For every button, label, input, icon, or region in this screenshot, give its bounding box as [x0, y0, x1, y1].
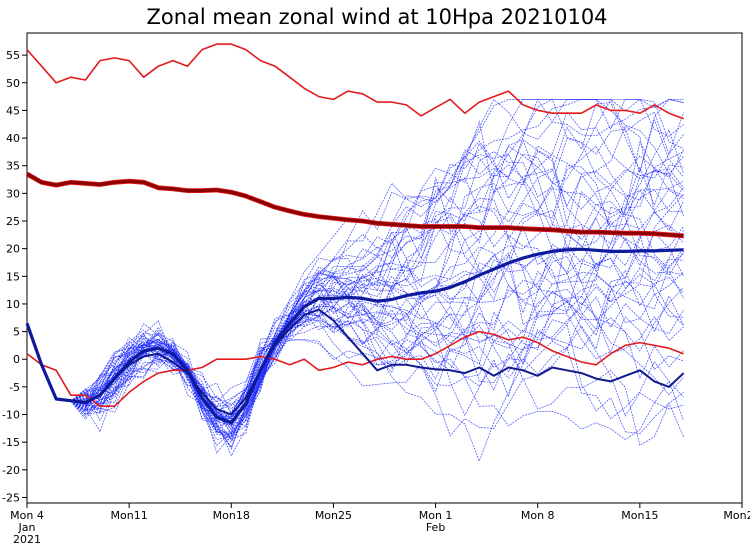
x-tick-label: Mon11 — [111, 509, 148, 522]
y-tick-label: 20 — [6, 243, 20, 256]
ensemble-member-line — [26, 164, 684, 457]
ensemble-member-line — [26, 99, 684, 427]
y-tick-label: -25 — [2, 491, 20, 504]
x-tick-label: Mon22 — [723, 509, 750, 522]
x-tick-label: Mon 8 — [521, 509, 555, 522]
ensemble-member-line — [26, 141, 684, 418]
y-tick-label: 55 — [6, 49, 20, 62]
ensemble-member-line — [26, 120, 684, 411]
y-tick-label: -5 — [9, 381, 20, 394]
ensemble-members — [26, 98, 684, 462]
ensemble-member-line — [26, 168, 684, 442]
y-tick-label: 15 — [6, 270, 20, 283]
ensemble-member-line — [26, 98, 684, 440]
series-line-clim_min — [26, 330, 684, 408]
ensemble-member-line — [26, 261, 684, 413]
y-tick-label: 25 — [6, 215, 20, 228]
ensemble-member-line — [26, 258, 684, 454]
ensemble-member-line — [26, 129, 684, 412]
ensemble-member-line — [26, 286, 684, 446]
ensemble-member-line — [26, 98, 684, 433]
series-line-ens_mean — [25, 247, 684, 425]
x-tick-label: Mon25 — [315, 509, 352, 522]
ensemble-member-line — [26, 191, 684, 443]
ensemble-member-line — [26, 259, 684, 426]
x-tick-label: Mon 4 — [10, 509, 44, 522]
ensemble-member-line — [26, 98, 684, 435]
x-tick-sublabel: Jan — [18, 521, 36, 534]
ensemble-member-line — [26, 323, 684, 440]
series-line-control — [26, 308, 685, 416]
x-tick-sublabel: 2021 — [13, 533, 41, 546]
ensemble-member-line — [26, 139, 684, 440]
ensemble-member-line — [26, 154, 684, 420]
ensemble-member-line — [26, 231, 684, 425]
y-tick-label: 30 — [6, 187, 20, 200]
ensemble-member-line — [26, 98, 684, 428]
x-tick-label: Mon 1 — [419, 509, 453, 522]
ensemble-member-line — [26, 193, 684, 414]
y-tick-label: -15 — [2, 436, 20, 449]
ensemble-member-line — [26, 279, 684, 430]
ensemble-member-line — [26, 225, 684, 440]
y-tick-label: 50 — [6, 77, 20, 90]
chart-title: Zonal mean zonal wind at 10Hpa 20210104 — [146, 5, 607, 29]
y-tick-label: 10 — [6, 298, 20, 311]
y-tick-label: 0 — [13, 353, 20, 366]
y-tick-label: 45 — [6, 104, 20, 117]
series-line-clim_max — [26, 43, 684, 120]
x-tick-label: Mon18 — [213, 509, 250, 522]
x-tick-sublabel: Feb — [426, 521, 445, 534]
y-tick-label: -20 — [2, 464, 20, 477]
y-axis: -25 -20 -15 -10 -5 0 5 10 15 20 25 30 35 40 45 50 55 — [2, 49, 27, 504]
y-tick-label: -10 — [2, 409, 20, 422]
ensemble-member-line — [26, 254, 684, 417]
series-layer — [25, 43, 685, 462]
ensemble-member-line — [26, 209, 684, 416]
ensemble-member-line — [26, 99, 684, 435]
ensemble-member-line — [26, 99, 684, 448]
ensemble-member-line — [26, 301, 684, 433]
ensemble-member-line — [26, 257, 684, 420]
ensemble-member-line — [26, 253, 684, 426]
y-tick-label: 40 — [6, 132, 20, 145]
ensemble-member-line — [26, 102, 684, 418]
ensemble-member-line — [26, 323, 684, 446]
y-tick-label: 35 — [6, 160, 20, 173]
x-tick-label: Mon15 — [621, 509, 658, 522]
ensemble-member-line — [26, 269, 684, 422]
ensemble-member-line — [26, 224, 684, 426]
ensemble-member-line — [26, 125, 684, 415]
ensemble-member-line — [26, 306, 684, 462]
series-line-clim_mean — [26, 172, 684, 238]
ensemble-member-line — [26, 259, 684, 428]
y-tick-label: 5 — [13, 326, 20, 339]
ensemble-member-line — [26, 151, 684, 420]
plot-frame — [26, 32, 743, 504]
